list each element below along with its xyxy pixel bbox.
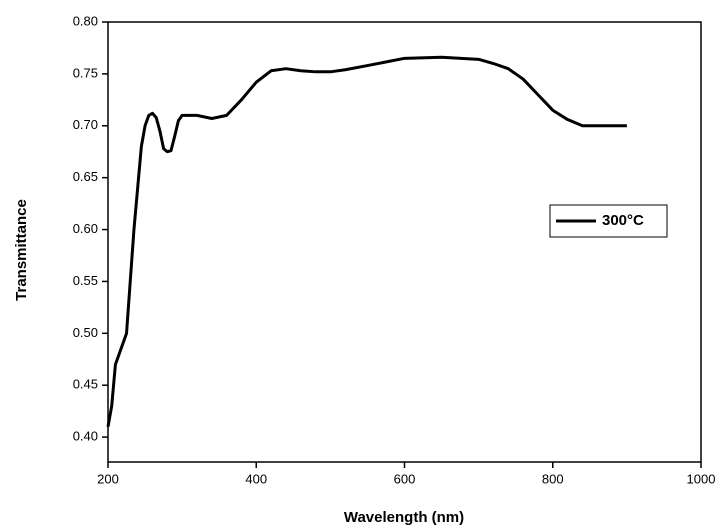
y-tick-label: 0.80 <box>73 13 98 28</box>
y-tick-label: 0.45 <box>73 377 98 392</box>
y-tick-label: 0.55 <box>73 273 98 288</box>
x-tick-label: 200 <box>97 471 119 486</box>
legend-label: 300°C <box>602 212 644 229</box>
y-tick-label: 0.60 <box>73 221 98 236</box>
data-line <box>106 55 627 427</box>
x-tick-label: 1000 <box>687 471 716 486</box>
x-tick-label: 600 <box>394 471 416 486</box>
x-axis-title: Wavelength (nm) <box>344 509 464 526</box>
y-axis-title: Transmittance <box>13 199 30 301</box>
y-tick-label: 0.65 <box>73 169 98 184</box>
x-tick-label: 400 <box>245 471 267 486</box>
y-tick-label: 0.40 <box>73 429 98 444</box>
plot-frame <box>107 21 702 463</box>
y-tick-label: 0.75 <box>73 65 98 80</box>
y-tick-label: 0.70 <box>73 117 98 132</box>
y-tick-label: 0.50 <box>73 325 98 340</box>
x-tick-label: 800 <box>542 471 564 486</box>
